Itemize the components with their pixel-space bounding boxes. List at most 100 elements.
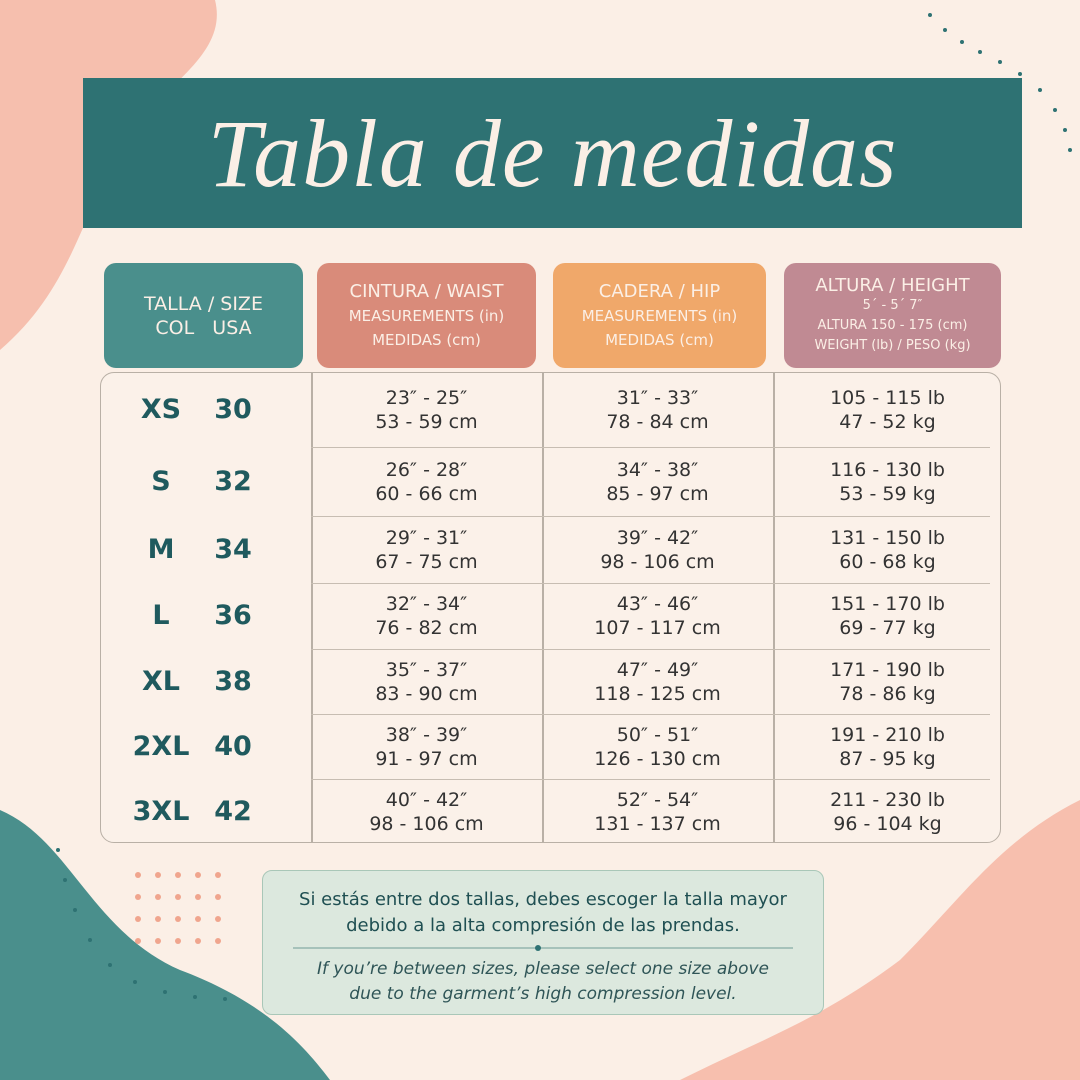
header-title: CADERA / HIP: [598, 280, 721, 302]
cell-line: 69 - 77 kg: [839, 617, 936, 639]
row-divider: [311, 583, 990, 584]
header-title: TALLA / SIZE: [144, 292, 263, 315]
cell-line: 29″ - 31″: [385, 526, 468, 549]
size-usa: 34: [214, 534, 252, 565]
table-cell: 34″ - 38″ 85 - 97 cm: [542, 447, 773, 516]
title-banner: Tabla de medidas: [83, 78, 1022, 228]
size-usa: 30: [214, 394, 252, 425]
title: Tabla de medidas: [207, 99, 898, 207]
column-divider: [542, 373, 544, 842]
cell-line: 131 - 137 cm: [594, 812, 721, 835]
cell-line: 131 - 150 lb: [830, 526, 945, 549]
table-cell: 43″ - 46″ 107 - 117 cm: [542, 583, 773, 649]
header-subtitle: MEDIDAS (cm): [372, 330, 481, 349]
table-cell: 47″ - 49″ 118 - 125 cm: [542, 649, 773, 714]
cell-line: 35″ - 37″: [385, 658, 468, 681]
note-es-line: debido a la alta compresión de las prend…: [346, 915, 740, 936]
cell-line: 105 - 115 lb: [830, 387, 945, 409]
table-cell: 39″ - 42″ 98 - 106 cm: [542, 516, 773, 583]
table-cell: 52″ - 54″ 131 - 137 cm: [542, 779, 773, 844]
header-subtitle: MEASUREMENTS (in): [348, 306, 505, 325]
header-subtitle: 5´ - 5´ 7″: [862, 297, 923, 313]
divider: [293, 945, 793, 951]
cell-line: 39″ - 42″: [616, 526, 699, 549]
cell-line: 50″ - 51″: [616, 723, 699, 746]
size-col: XS: [140, 394, 182, 425]
row-divider: [311, 714, 990, 715]
cell-line: 47 - 52 kg: [839, 411, 936, 433]
note-es-line: Si estás entre dos tallas, debes escoger…: [299, 889, 787, 910]
table-cell: 38″ - 39″ 91 - 97 cm: [311, 714, 542, 779]
header-subtitle: MEASUREMENTS (in): [581, 306, 738, 325]
size-col: 3XL: [132, 796, 190, 827]
size-usa: 40: [214, 731, 252, 762]
size-usa: 42: [214, 796, 252, 827]
header-box: ALTURA / HEIGHT 5´ - 5´ 7″ ALTURA 150 - 17…: [784, 263, 1001, 368]
size-usa: 32: [214, 466, 252, 497]
cell-line: 78 - 84 cm: [606, 411, 709, 433]
header-subtitle: WEIGHT (lb) / PESO (kg): [814, 337, 971, 353]
cell-line: 118 - 125 cm: [594, 682, 721, 705]
cell-line: 31″ - 33″: [616, 387, 699, 409]
cell-line: 83 - 90 cm: [375, 682, 478, 705]
table-cell: 116 - 130 lb 53 - 59 kg: [773, 447, 1002, 516]
row-divider: [311, 649, 990, 650]
header-box: TALLA / SIZE COL USA: [104, 263, 303, 368]
note-en-line: If you’re between sizes, please select o…: [317, 959, 769, 979]
table-cell: 131 - 150 lb 60 - 68 kg: [773, 516, 1002, 583]
cell-line: 52″ - 54″: [616, 788, 699, 811]
table-cell: 50″ - 51″ 126 - 130 cm: [542, 714, 773, 779]
header-box: CINTURA / WAIST MEASUREMENTS (in) MEDIDAS …: [317, 263, 536, 368]
cell-line: 126 - 130 cm: [594, 747, 721, 770]
table-cell: 211 - 230 lb 96 - 104 kg: [773, 779, 1002, 844]
size-usa: 36: [214, 600, 252, 631]
table-cell: 31″ - 33″ 78 - 84 cm: [542, 373, 773, 447]
row-divider: [311, 516, 990, 517]
cell-line: 76 - 82 cm: [375, 617, 478, 639]
cell-line: 53 - 59 kg: [839, 482, 936, 505]
header-subtitle: ALTURA 150 - 175 (cm): [817, 317, 968, 333]
table-cell: 191 - 210 lb 87 - 95 kg: [773, 714, 1002, 779]
row-divider: [311, 447, 990, 448]
cell-line: 47″ - 49″: [616, 658, 699, 681]
cell-line: 151 - 170 lb: [830, 593, 945, 615]
table-cell: 29″ - 31″ 67 - 75 cm: [311, 516, 542, 583]
row-divider: [311, 779, 990, 780]
cell-line: 26″ - 28″: [385, 458, 468, 481]
cell-line: 85 - 97 cm: [606, 482, 709, 505]
column-divider: [773, 373, 775, 842]
header-title: CINTURA / WAIST: [349, 280, 504, 302]
table-cell: 23″ - 25″ 53 - 59 cm: [311, 373, 542, 447]
cell-line: 60 - 68 kg: [839, 550, 936, 573]
cell-line: 32″ - 34″: [385, 593, 468, 615]
cell-line: 96 - 104 kg: [833, 812, 942, 835]
table-cell: 32″ - 34″ 76 - 82 cm: [311, 583, 542, 649]
size-col: XL: [141, 666, 181, 697]
header-subtitle: COL USA: [155, 316, 252, 339]
table-cell: 26″ - 28″ 60 - 66 cm: [311, 447, 542, 516]
cell-line: 38″ - 39″: [385, 723, 468, 746]
cell-line: 60 - 66 cm: [375, 482, 478, 505]
size-col: 2XL: [132, 731, 190, 762]
table-cell: 171 - 190 lb 78 - 86 kg: [773, 649, 1002, 714]
cell-line: 78 - 86 kg: [839, 682, 936, 705]
cell-line: 53 - 59 cm: [375, 411, 478, 433]
table-cell: 105 - 115 lb 47 - 52 kg: [773, 373, 1002, 447]
size-table: XS 30 23″ - 25″ 53 - 59 cm 31″ - 33″ 78 - 84 …: [100, 372, 1001, 843]
cell-line: 40″ - 42″: [385, 788, 468, 811]
note-box: Si estás entre dos tallas, debes escoger…: [262, 870, 824, 1015]
table-cell: 151 - 170 lb 69 - 77 kg: [773, 583, 1002, 649]
header-title: ALTURA / HEIGHT: [815, 274, 970, 296]
size-col: L: [152, 600, 170, 631]
cell-line: 116 - 130 lb: [830, 458, 945, 481]
size-col: S: [151, 466, 171, 497]
cell-line: 191 - 210 lb: [830, 723, 945, 746]
header-subtitle: MEDIDAS (cm): [605, 330, 714, 349]
size-usa: 38: [214, 666, 252, 697]
size-col: M: [147, 534, 175, 565]
cell-line: 171 - 190 lb: [830, 658, 945, 681]
cell-line: 67 - 75 cm: [375, 550, 478, 573]
cell-line: 23″ - 25″: [385, 387, 468, 409]
column-divider: [311, 373, 313, 842]
